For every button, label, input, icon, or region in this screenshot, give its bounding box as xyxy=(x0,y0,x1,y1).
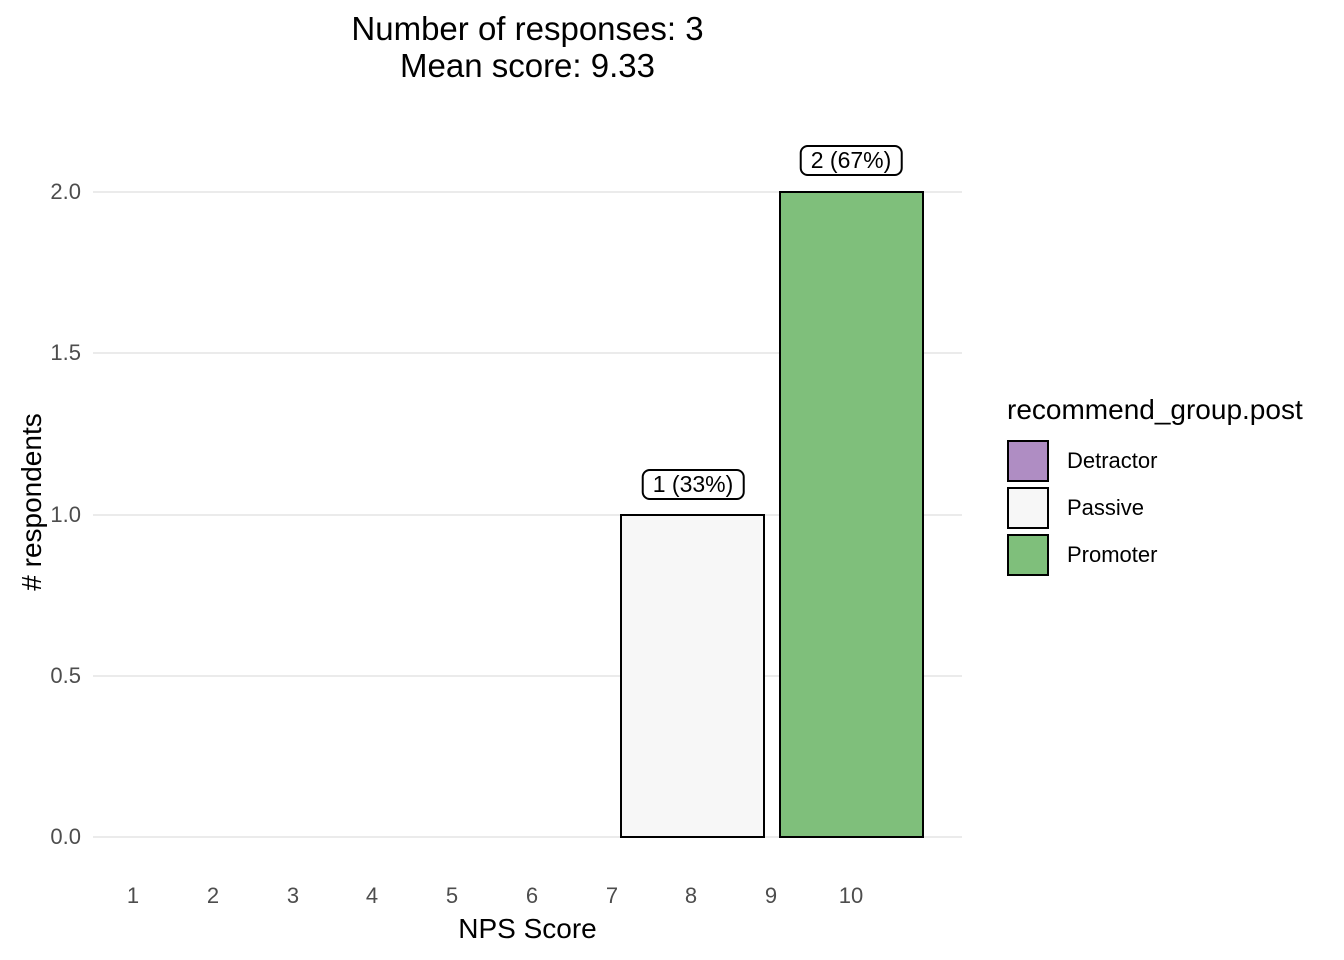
x-tick-4: 4 xyxy=(365,883,379,908)
legend-label-promoter: Promoter xyxy=(1067,542,1158,567)
y-tick-0.0: 0.0 xyxy=(50,824,81,849)
legend-item-passive: Passive xyxy=(1007,487,1303,529)
plot-title: Number of responses: 3 Mean score: 9.33 xyxy=(93,10,962,84)
plot-title-line2: Mean score: 9.33 xyxy=(400,47,655,84)
gridline-y-0.5 xyxy=(93,675,962,677)
bar-score-10-promoter xyxy=(779,191,924,838)
x-tick-7: 7 xyxy=(605,883,619,908)
gridline-y-1.0 xyxy=(93,514,962,516)
legend-key-detractor-swatch xyxy=(1007,440,1049,482)
x-tick-6: 6 xyxy=(525,883,539,908)
bar-label-score-10: 2 (67%) xyxy=(799,145,903,176)
x-tick-9: 9 xyxy=(764,883,778,908)
legend-title: recommend_group.post xyxy=(1007,394,1303,425)
y-tick-0.5: 0.5 xyxy=(50,663,81,688)
x-tick-5: 5 xyxy=(445,883,459,908)
x-tick-1: 1 xyxy=(126,883,140,908)
legend-label-detractor: Detractor xyxy=(1067,448,1158,473)
legend-key-passive-swatch xyxy=(1007,487,1049,529)
legend-item-detractor: Detractor xyxy=(1007,440,1303,482)
gridline-y-0.0 xyxy=(93,836,962,838)
plot-title-line1: Number of responses: 3 xyxy=(351,10,704,47)
x-tick-10: 10 xyxy=(838,883,864,908)
legend-key-promoter-swatch xyxy=(1007,534,1049,576)
legend: recommend_group.post Detractor Passive P… xyxy=(1007,394,1303,581)
y-tick-1.0: 1.0 xyxy=(50,502,81,527)
y-axis-title: # respondents xyxy=(16,413,47,591)
x-axis-title: NPS Score xyxy=(458,913,597,944)
gridline-y-1.5 xyxy=(93,352,962,354)
y-tick-2.0: 2.0 xyxy=(50,179,81,204)
legend-label-passive: Passive xyxy=(1067,495,1145,520)
x-tick-2: 2 xyxy=(206,883,220,908)
bar-score-8-passive xyxy=(620,514,765,838)
y-tick-1.5: 1.5 xyxy=(50,340,81,365)
x-tick-8: 8 xyxy=(684,883,698,908)
gridline-y-2.0 xyxy=(93,191,962,193)
legend-item-promoter: Promoter xyxy=(1007,534,1303,576)
bar-label-score-8: 1 (33%) xyxy=(641,469,745,500)
x-tick-3: 3 xyxy=(286,883,300,908)
